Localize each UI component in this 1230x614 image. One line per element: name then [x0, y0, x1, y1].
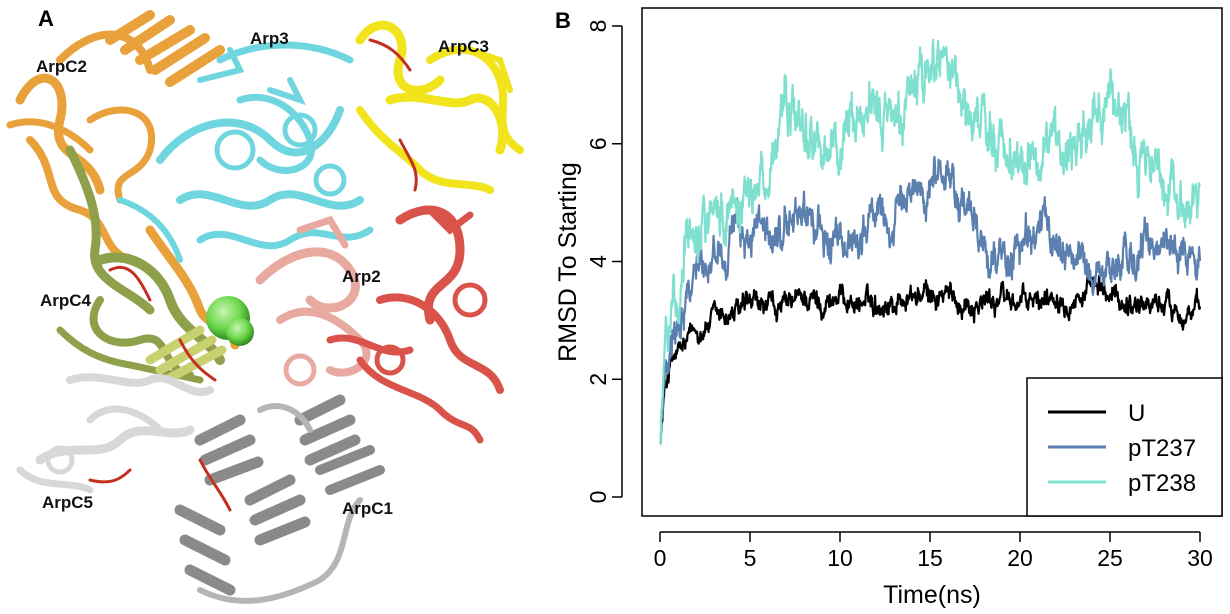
label-arpc1: ArpC1: [342, 499, 393, 518]
arp3-subunit: [117, 41, 374, 263]
y-tick-label: 8: [585, 20, 611, 33]
plot-frame: [641, 7, 1223, 517]
label-arp3: Arp3: [250, 29, 289, 48]
arpc4-subunit: [56, 145, 227, 384]
x-tick-label: 20: [1007, 545, 1033, 571]
y-axis: 0 2 4 6 8: [585, 20, 623, 504]
series-layer: [659, 38, 1202, 446]
y-axis-title: RMSD To Starting: [554, 162, 582, 362]
arpc1-subunit: [174, 394, 385, 604]
y-tick-label: 6: [585, 137, 611, 150]
y-tick-label: 4: [585, 255, 611, 268]
arpc3-subunit: [355, 20, 524, 194]
arpc5-subunit: [16, 373, 214, 494]
x-tick-label: 30: [1187, 545, 1213, 571]
panel-b-letter: B: [555, 8, 571, 33]
x-tick-label: 15: [917, 545, 943, 571]
x-tick-label: 0: [654, 545, 667, 571]
arp2-dark-subdomain: [326, 205, 504, 444]
series-line-u: [659, 268, 1202, 446]
label-arpc2: ArpC2: [36, 57, 87, 76]
series-line-pt238: [659, 38, 1201, 446]
x-tick-label: 25: [1097, 545, 1123, 571]
legend-label-pt238: pT238: [1128, 470, 1196, 497]
label-arpc3: ArpC3: [438, 37, 489, 56]
series-line-pt237: [659, 155, 1202, 446]
panel-a-letter: A: [38, 6, 54, 31]
legend-label-u: U: [1128, 400, 1145, 427]
x-axis: 0 5 10 15 20 25 30: [654, 531, 1213, 571]
y-tick-label: 0: [585, 491, 611, 504]
x-tick-label: 10: [827, 545, 853, 571]
label-arpc4: ArpC4: [40, 291, 92, 310]
ligand-sphere: [206, 296, 254, 346]
x-tick-label: 5: [744, 545, 757, 571]
y-tick-label: 2: [585, 373, 611, 386]
red-loops: [88, 38, 418, 512]
arpc2-subunit: [6, 10, 240, 350]
label-arp2: Arp2: [342, 267, 381, 286]
structure-panel: A ArpC2 Arp3 ArpC3 Arp2 ArpC4 ArpC5 ArpC…: [6, 6, 524, 604]
legend-label-pt237: pT237: [1128, 435, 1196, 462]
label-arpc5: ArpC5: [42, 493, 93, 512]
x-axis-title: Time(ns): [883, 581, 981, 609]
